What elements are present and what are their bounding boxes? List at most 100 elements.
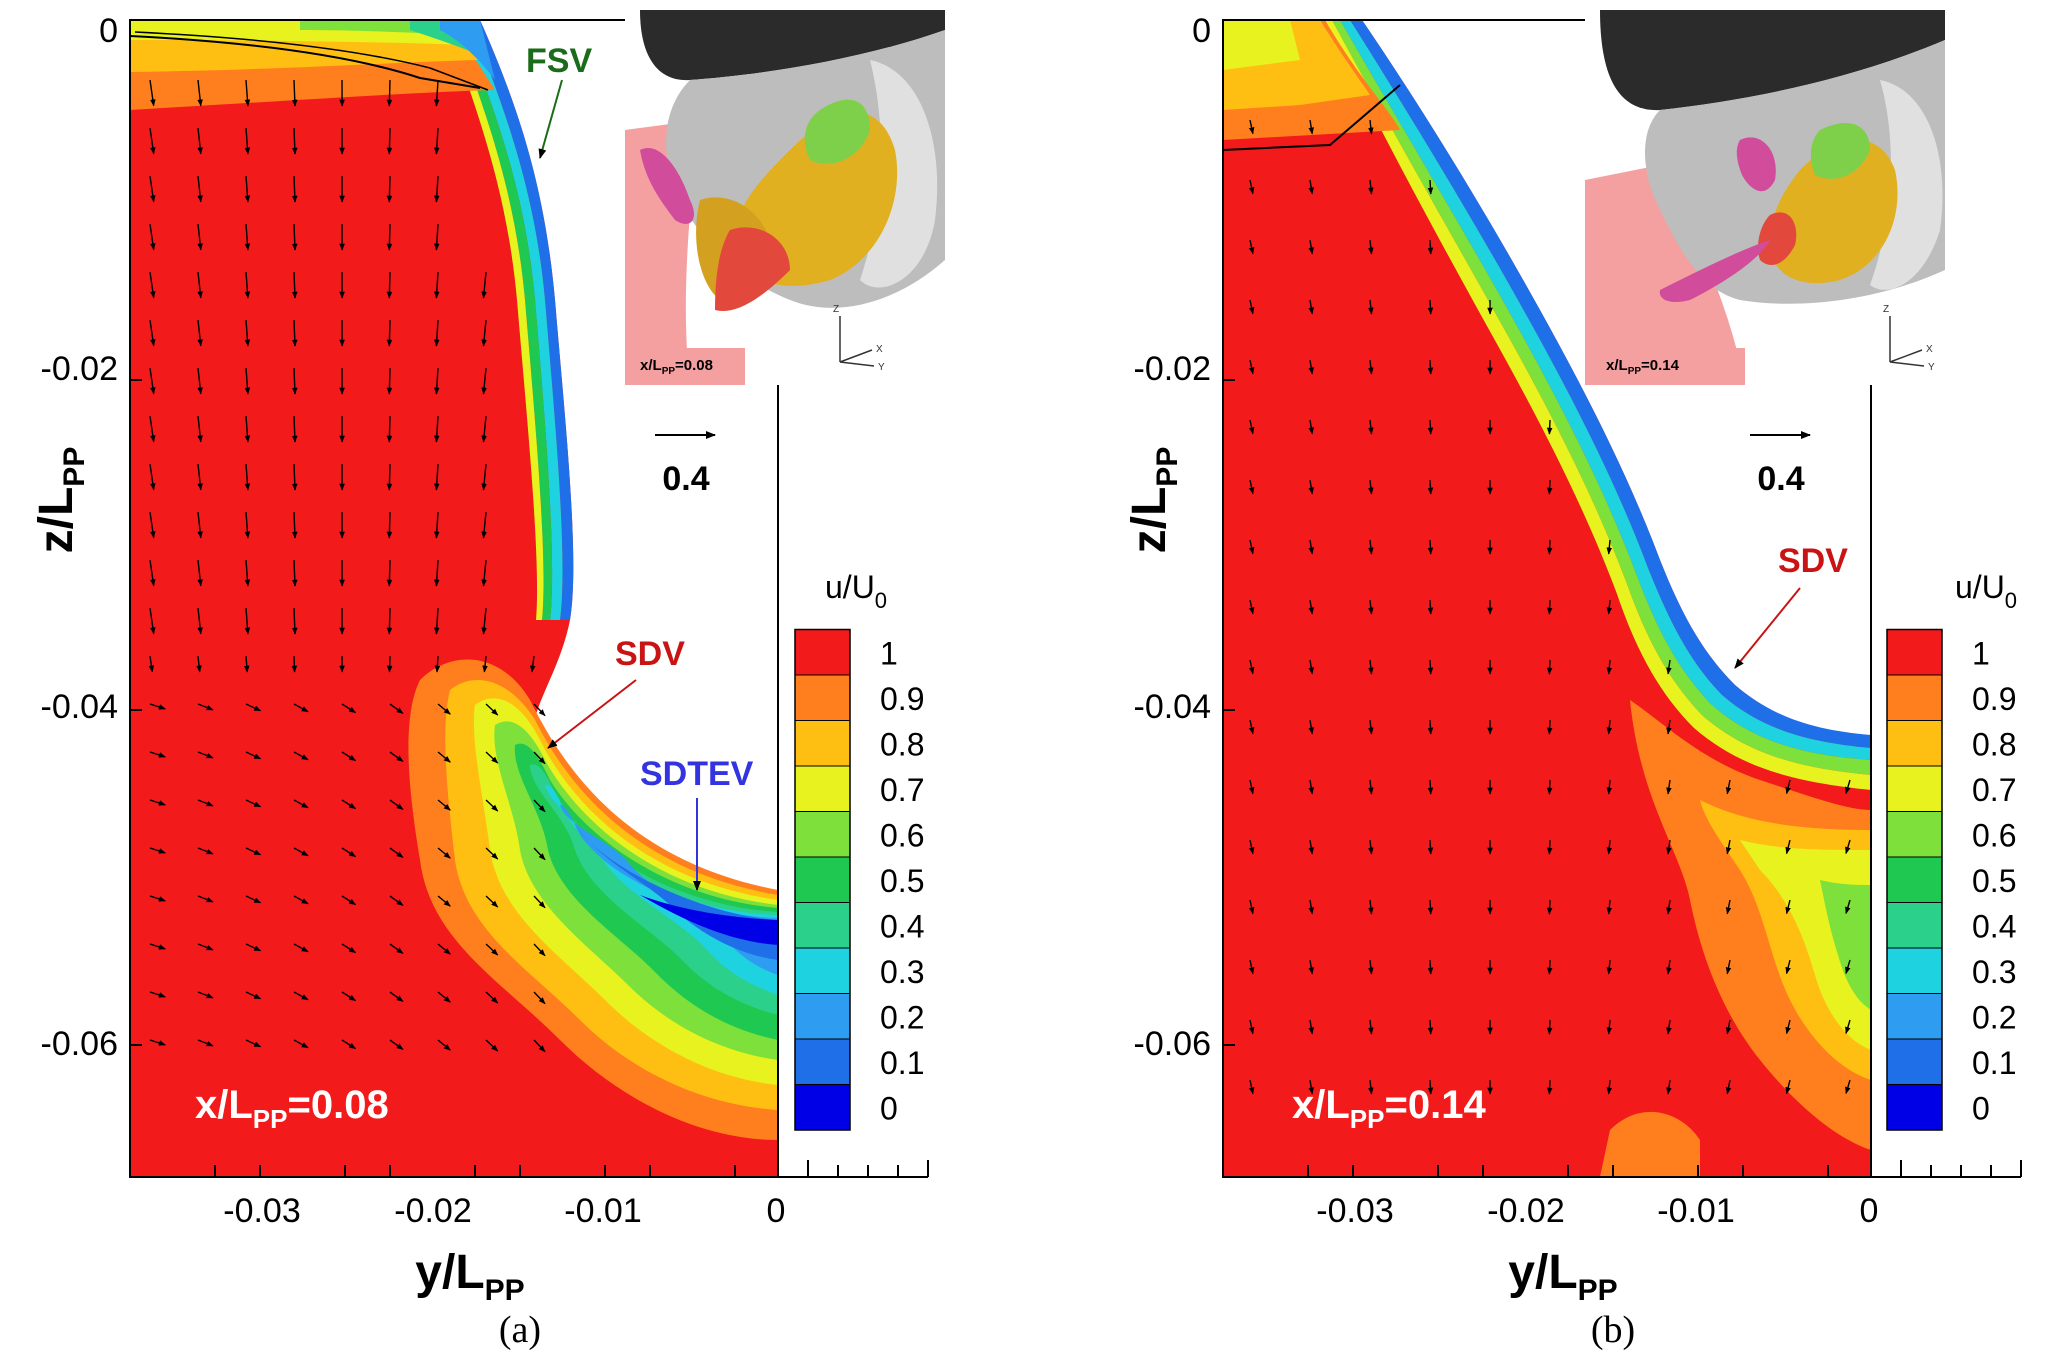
- colorbar-level-label: 1: [1972, 635, 1990, 671]
- colorbar-swatch: [795, 675, 850, 721]
- velocity-vector: [1427, 659, 1434, 675]
- velocity-vector: [341, 895, 357, 906]
- velocity-vector: [149, 79, 156, 107]
- velocity-vector: [1308, 719, 1314, 735]
- velocity-vector: [1785, 779, 1791, 795]
- velocity-vector: [341, 703, 357, 714]
- velocity-vector: [244, 79, 251, 107]
- svg-text:0.4: 0.4: [1757, 460, 1804, 498]
- colorbar-swatch: [1887, 857, 1942, 903]
- velocity-vector: [197, 751, 214, 759]
- colorbar-swatch: [1887, 902, 1942, 948]
- velocity-vector: [1308, 839, 1314, 855]
- annotation-sdv-a: SDV: [547, 635, 685, 749]
- velocity-vector: [197, 511, 203, 539]
- velocity-vector: [485, 703, 499, 716]
- velocity-vector: [291, 655, 298, 673]
- velocity-vector: [197, 463, 203, 491]
- velocity-vector: [1368, 119, 1374, 135]
- velocity-vector: [1546, 599, 1553, 615]
- velocity-vector: [433, 271, 440, 299]
- colorbar-level-label: 0.8: [880, 726, 924, 762]
- velocity-vector: [433, 415, 440, 443]
- velocity-vector: [245, 1039, 262, 1048]
- velocity-vector: [1308, 299, 1314, 315]
- inset-station-label-a: x/LPP=0.08: [640, 357, 713, 377]
- velocity-vector: [481, 511, 487, 539]
- colorbar-level-label: 0.4: [1972, 908, 2016, 944]
- velocity-vector: [481, 463, 487, 491]
- velocity-vector: [244, 607, 251, 635]
- panel-a: -0.03 -0.02 -0.01 0 0 -0.02 -0.04 -0.06 …: [30, 10, 945, 1351]
- velocity-vector: [485, 895, 499, 908]
- colorbar-swatch: [1887, 811, 1942, 857]
- velocity-vector: [1725, 839, 1732, 855]
- velocity-vector: [386, 415, 393, 443]
- velocity-vector: [293, 751, 309, 761]
- inset-axis-z-b: Z: [1883, 304, 1889, 315]
- svg-text:0.4: 0.4: [662, 460, 709, 498]
- velocity-vector: [1368, 839, 1374, 855]
- velocity-vector: [1606, 659, 1613, 675]
- velocity-vector: [149, 415, 156, 443]
- velocity-vector: [1606, 719, 1613, 735]
- velocity-vector: [1248, 539, 1255, 555]
- velocity-vector: [1606, 959, 1613, 975]
- velocity-vectors-b: [1248, 119, 1851, 1095]
- velocity-vector: [386, 175, 393, 203]
- velocity-vector: [1368, 959, 1374, 975]
- velocity-vector: [1606, 899, 1613, 915]
- velocity-vector: [1546, 1019, 1553, 1035]
- velocity-vector: [437, 1039, 451, 1051]
- velocity-vector: [482, 655, 488, 673]
- velocity-vector: [149, 511, 156, 539]
- velocity-vector: [1546, 1079, 1553, 1095]
- velocity-vector: [291, 223, 298, 251]
- velocity-vector: [433, 367, 440, 395]
- velocity-vector: [386, 607, 393, 635]
- velocity-vector: [1606, 539, 1613, 555]
- velocity-vector: [149, 127, 156, 155]
- velocity-vector: [533, 703, 546, 717]
- velocity-vector: [149, 895, 166, 902]
- colorbar-level-label: 0.8: [1972, 726, 2016, 762]
- velocity-vector: [244, 271, 251, 299]
- colorbar-swatch: [795, 811, 850, 857]
- velocity-vector: [1368, 899, 1374, 915]
- inset-axis-y-b: Y: [1928, 362, 1935, 373]
- velocity-vector: [1427, 479, 1434, 495]
- velocity-vector: [386, 559, 393, 587]
- velocity-vector: [1725, 1019, 1732, 1035]
- annotation-sdv-b: SDV: [1734, 542, 1848, 669]
- velocity-vector: [1427, 1079, 1434, 1095]
- velocity-vector: [437, 799, 451, 811]
- velocity-vector: [1368, 419, 1374, 435]
- velocity-vector: [529, 655, 536, 673]
- velocity-vector: [481, 607, 487, 635]
- velocity-vector: [1845, 1079, 1851, 1095]
- velocity-vector: [291, 415, 298, 443]
- velocity-vector: [197, 223, 203, 251]
- velocity-vector: [197, 175, 203, 203]
- colorbar-swatch: [795, 720, 850, 766]
- velocity-vector: [1845, 899, 1851, 915]
- velocity-vector: [1666, 779, 1672, 795]
- velocity-vector: [481, 271, 487, 299]
- velocity-vector: [433, 607, 440, 635]
- velocity-vector: [149, 991, 166, 998]
- velocity-vector: [1427, 599, 1434, 615]
- velocity-vector: [341, 847, 357, 858]
- svg-text:FSV: FSV: [526, 42, 592, 80]
- colorbar-swatch: [1887, 675, 1942, 721]
- colorbar-level-label: 0.3: [1972, 954, 2016, 990]
- velocity-vector: [386, 319, 393, 347]
- velocity-vector: [1248, 299, 1255, 315]
- velocity-vector: [244, 175, 251, 203]
- velocity-vector: [481, 415, 487, 443]
- colorbar-level-label: 0.9: [880, 681, 924, 717]
- colorbar-frame: [1886, 628, 1943, 1131]
- colorbar-level-label: 0.7: [880, 772, 924, 808]
- colorbar-swatch: [1887, 948, 1942, 994]
- colorbar-level-label: 0.4: [880, 908, 924, 944]
- velocity-vector: [389, 943, 404, 954]
